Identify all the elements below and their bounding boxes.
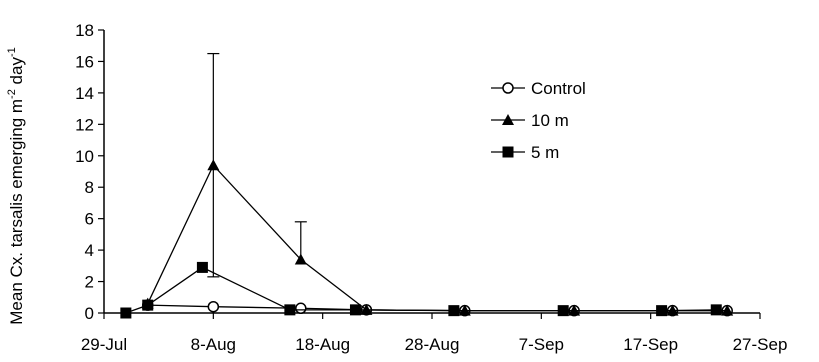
data-point xyxy=(710,304,722,316)
x-tick-label: 18-Aug xyxy=(295,335,350,354)
y-tick-label: 10 xyxy=(75,147,94,166)
legend-marker xyxy=(502,114,514,125)
data-point xyxy=(284,304,296,316)
legend-label: 5 m xyxy=(531,143,559,162)
x-tick-label: 29-Jul xyxy=(81,335,127,354)
y-tick-label: 2 xyxy=(85,273,94,292)
x-ticks: 29-Jul 8-Aug 18-Aug 28-Aug 7-Sep 17-Sep 27-Sep xyxy=(81,313,788,354)
y-tick-label: 8 xyxy=(85,178,94,197)
y-axis-label: Mean Cx. tarsalis emerging m-2 day-1 xyxy=(6,47,26,325)
y-axis-label-mid: day xyxy=(7,57,26,90)
series-layer xyxy=(120,52,734,319)
data-point xyxy=(142,299,154,311)
series-1 xyxy=(141,52,734,316)
data-point xyxy=(294,253,307,265)
y-axis-label-sup1: -2 xyxy=(6,89,18,99)
data-point xyxy=(656,305,668,317)
legend-marker xyxy=(502,146,514,158)
y-tick-label: 6 xyxy=(85,210,94,229)
y-tick-label: 14 xyxy=(75,84,94,103)
data-point xyxy=(295,302,307,315)
data-point xyxy=(196,261,208,273)
data-point xyxy=(207,159,220,171)
y-tick-label: 16 xyxy=(75,52,94,71)
x-tick-label: 7-Sep xyxy=(519,335,564,354)
data-point xyxy=(349,304,361,316)
legend-label: 10 m xyxy=(531,111,569,130)
y-tick-label: 12 xyxy=(75,115,94,134)
data-point xyxy=(721,304,734,316)
legend: Control 10 m 5 m xyxy=(491,79,586,162)
legend-marker xyxy=(502,82,514,94)
series-line xyxy=(147,164,728,312)
legend-item: Control xyxy=(491,79,586,98)
x-tick-label: 8-Aug xyxy=(191,335,236,354)
y-tick-label: 18 xyxy=(75,21,94,40)
legend-item: 10 m xyxy=(491,111,569,130)
y-axis-label-sup2: -1 xyxy=(6,47,18,57)
data-point xyxy=(207,300,220,313)
y-ticks: 0 2 4 6 8 10 12 14 16 18 xyxy=(75,21,104,323)
series-2 xyxy=(120,261,722,319)
y-tick-label: 0 xyxy=(85,304,94,323)
plot-area: 0 2 4 6 8 10 12 14 16 18 29-Jul 8-Aug 18-Aug 28-Aug 7… xyxy=(75,21,787,354)
x-tick-label: 28-Aug xyxy=(405,335,460,354)
legend-label: Control xyxy=(531,79,586,98)
y-axis-label-main: Mean Cx. tarsalis emerging m xyxy=(7,99,26,325)
x-tick-label: 27-Sep xyxy=(733,335,788,354)
data-point xyxy=(557,305,569,317)
y-tick-label: 4 xyxy=(85,241,94,260)
data-point xyxy=(120,307,132,319)
x-tick-label: 17-Sep xyxy=(623,335,678,354)
data-point xyxy=(448,305,460,317)
legend-item: 5 m xyxy=(491,143,559,162)
